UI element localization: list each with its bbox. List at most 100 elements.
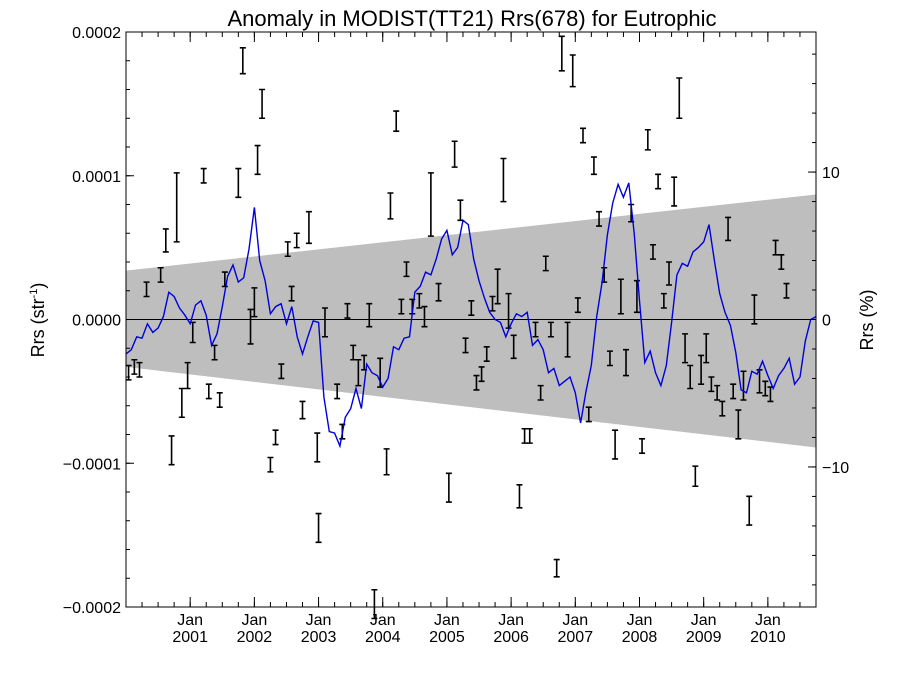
error-bar xyxy=(478,366,485,383)
error-bar xyxy=(585,406,592,423)
error-bar xyxy=(371,588,378,620)
error-bar xyxy=(687,364,694,390)
error-bar xyxy=(173,172,180,243)
error-bar xyxy=(314,432,321,463)
x-tick-year: 2001 xyxy=(172,629,208,646)
x-tick-month: Jan xyxy=(755,612,781,629)
error-bar xyxy=(516,484,523,509)
error-bar xyxy=(676,77,683,120)
error-bar xyxy=(457,199,464,222)
error-bar xyxy=(435,282,442,302)
error-bar xyxy=(344,302,351,319)
error-bar xyxy=(421,305,428,328)
error-bar xyxy=(355,358,362,387)
right-axis: 10 0 −10 xyxy=(808,53,849,586)
error-bar xyxy=(532,321,539,338)
x-tick-month: Jan xyxy=(370,612,396,629)
error-bar xyxy=(644,128,651,151)
left-tick-label: 0.0000 xyxy=(72,313,121,330)
x-tick-year: 2004 xyxy=(365,629,401,646)
error-bar xyxy=(136,361,143,378)
error-bar xyxy=(403,261,410,278)
error-bar xyxy=(553,558,560,578)
error-bar xyxy=(762,380,769,397)
error-bar xyxy=(350,344,357,361)
error-bar xyxy=(505,292,512,329)
error-bar xyxy=(445,472,452,503)
error-bar xyxy=(162,228,169,253)
x-axis: Jan2001Jan2002Jan2003Jan2004Jan2005Jan20… xyxy=(141,32,801,646)
error-bar xyxy=(216,392,223,408)
error-bar xyxy=(387,192,394,220)
error-bar xyxy=(143,281,150,298)
error-bar xyxy=(489,295,496,312)
error-bar xyxy=(612,429,619,460)
error-bar xyxy=(569,54,576,88)
error-bar xyxy=(383,448,390,476)
error-bar xyxy=(305,210,312,245)
error-bar xyxy=(184,361,191,390)
error-bar xyxy=(473,374,480,391)
error-bar xyxy=(666,261,673,286)
error-bar xyxy=(730,383,737,400)
error-bar xyxy=(574,297,581,314)
x-tick-month: Jan xyxy=(498,612,524,629)
error-bar xyxy=(751,294,758,325)
right-tick-label: 0 xyxy=(822,313,831,330)
error-bar xyxy=(735,409,742,440)
left-axis: 0.0002 0.0001 0.0000 −0.0001 −0.0002 xyxy=(63,25,134,617)
error-bar xyxy=(205,383,212,400)
error-bar xyxy=(278,363,285,380)
x-tick-year: 2008 xyxy=(622,629,658,646)
x-tick-month: Jan xyxy=(627,612,653,629)
error-bar xyxy=(783,282,790,299)
left-tick-label: 0.0002 xyxy=(72,25,121,42)
error-bar xyxy=(393,110,400,132)
error-bar xyxy=(483,346,490,362)
x-tick-month: Jan xyxy=(434,612,460,629)
error-bar xyxy=(510,334,517,360)
y-axis-label-left-main: Rrs (str xyxy=(28,298,48,357)
error-bar xyxy=(239,47,246,75)
error-bar xyxy=(521,427,528,444)
error-bar xyxy=(639,438,646,454)
error-bar xyxy=(746,495,753,526)
error-bar xyxy=(178,387,185,419)
x-tick-year: 2002 xyxy=(237,629,273,646)
error-bar xyxy=(772,239,779,256)
error-bar xyxy=(254,144,261,176)
error-bar xyxy=(671,176,678,207)
y-axis-label-left-close: ) xyxy=(28,283,48,289)
error-bar xyxy=(682,333,689,364)
error-bar xyxy=(655,173,662,190)
error-bar xyxy=(633,279,640,314)
uncertainty-band xyxy=(126,194,816,448)
error-bar xyxy=(247,308,254,345)
error-bar xyxy=(315,512,322,544)
error-bar xyxy=(740,370,747,401)
left-tick-label: −0.0001 xyxy=(63,456,121,473)
right-tick-label: 10 xyxy=(822,165,840,182)
error-bar xyxy=(590,156,597,176)
y-axis-label-left-sup: -1 xyxy=(28,289,40,299)
error-bar xyxy=(366,302,373,328)
error-bar xyxy=(649,243,656,260)
error-bar xyxy=(547,321,554,338)
x-tick-month: Jan xyxy=(562,612,588,629)
error-bar xyxy=(580,127,587,144)
error-bar xyxy=(494,268,501,305)
error-bar xyxy=(235,167,242,199)
error-bar xyxy=(267,456,274,473)
right-tick-label: −10 xyxy=(822,460,849,477)
error-bar xyxy=(334,383,341,400)
error-bar xyxy=(617,278,624,315)
error-bar xyxy=(427,172,434,237)
error-bar xyxy=(542,255,549,272)
error-bar xyxy=(660,292,667,309)
error-bar xyxy=(596,210,603,227)
error-bar xyxy=(778,254,785,270)
error-bar xyxy=(157,266,164,283)
error-bar xyxy=(131,358,138,375)
error-bar xyxy=(451,140,458,168)
error-bar xyxy=(284,241,291,258)
